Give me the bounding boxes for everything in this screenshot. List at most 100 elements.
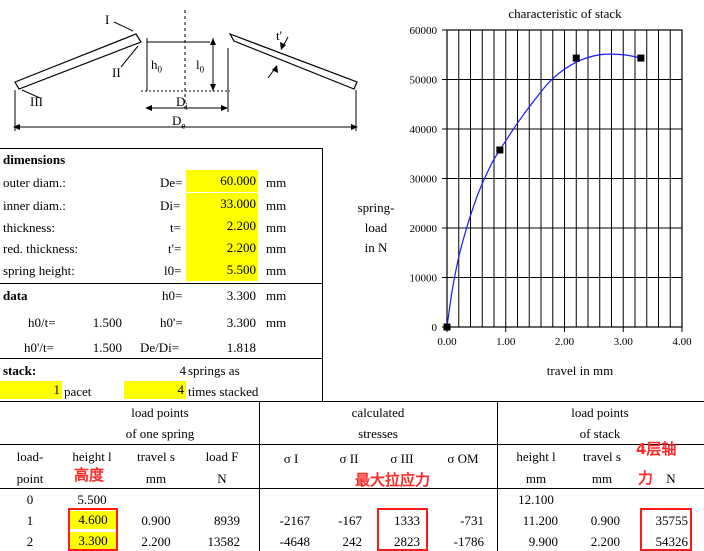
- row2-stack-travel: 2.200: [590, 534, 620, 549]
- row1-sIII: 1333: [394, 513, 420, 528]
- divider-data: [0, 283, 322, 284]
- row1-point: 1: [26, 513, 34, 528]
- annotation-stress-cn: 最大拉应力: [355, 471, 431, 489]
- row1-load: 8939: [214, 513, 240, 528]
- stack-stacked-input[interactable]: 4: [124, 381, 186, 399]
- dim-value-inner[interactable]: 33.000: [186, 193, 258, 215]
- x-tick-label: 0.00: [437, 336, 457, 348]
- label-Di: Di: [176, 94, 188, 112]
- group3-title-1: load points: [571, 405, 629, 420]
- row2-stack-load: 54326: [655, 534, 689, 549]
- stack-stacked-text: times stacked: [188, 384, 259, 399]
- label-III: III: [30, 94, 43, 109]
- y-tick-label: 60000: [410, 25, 438, 37]
- row1-height[interactable]: 4.600: [70, 511, 116, 529]
- dim-sym-outer: De=: [160, 175, 183, 190]
- group1-title-1: load points: [131, 405, 189, 420]
- dim-sym-spring-height: l0=: [164, 263, 182, 278]
- table-vline-1: [259, 401, 260, 551]
- data-h0t-value: 1.500: [92, 315, 122, 330]
- dim-unit-thickness: mm: [266, 220, 287, 235]
- data-h0-value: 3.300: [226, 288, 256, 303]
- row2-sIII: 2823: [394, 534, 420, 549]
- stack-title: stack:: [3, 363, 37, 378]
- hdr-load-point-2: point: [16, 471, 44, 486]
- data-DeDi-label: De/Di=: [140, 340, 180, 355]
- dim-sym-red-thickness: t'=: [168, 241, 182, 256]
- stack-pacet-input[interactable]: 1: [0, 381, 62, 399]
- hdr-height: height l: [72, 449, 112, 464]
- row1-stack-load: 35755: [655, 513, 689, 528]
- x-tick-label: 3.00: [614, 336, 634, 348]
- x-tick-label: 4.00: [672, 336, 692, 348]
- y-tick-label: 0: [432, 322, 438, 334]
- data-h0-unit: mm: [266, 288, 287, 303]
- hdr-sigma-OM: σ OM: [447, 451, 479, 466]
- x-tick-label: 1.00: [496, 336, 516, 348]
- chart-ylabel-3: in N: [364, 240, 388, 255]
- hdr-sigma-I: σ I: [283, 451, 299, 466]
- hdr-stack-height: height l: [516, 449, 556, 464]
- label-De: De: [172, 113, 186, 131]
- spring-diagram: [13, 10, 358, 131]
- hdr-sigma-II: σ II: [339, 451, 359, 466]
- chart-xlabel: travel in mm: [546, 363, 614, 378]
- dim-value-thickness[interactable]: 2.200: [186, 215, 258, 237]
- data-h0p-value: 3.300: [226, 315, 256, 330]
- highlight-stack-load: [640, 508, 692, 551]
- row1-stack-travel: 0.900: [590, 513, 620, 528]
- row2-sII: 242: [342, 534, 363, 549]
- dim-unit-outer: mm: [266, 175, 287, 190]
- dim-value-red-thickness[interactable]: 2.200: [186, 237, 258, 259]
- dim-unit-red-thickness: mm: [266, 241, 287, 256]
- hdr-load-point-1: load-: [16, 449, 44, 464]
- y-tick-label: 10000: [410, 273, 438, 285]
- dim-value-spring-height[interactable]: 5.500: [186, 259, 258, 281]
- data-point: [572, 54, 580, 62]
- row1-sII: -167: [338, 513, 362, 528]
- row2-stack-height: 9.900: [528, 534, 558, 549]
- y-tick-label: 30000: [410, 174, 438, 186]
- table-header-border: [0, 444, 704, 445]
- annotation-height-cn: 高度: [74, 466, 105, 484]
- label-II: II: [112, 65, 121, 80]
- hdr-travel: travel s: [137, 449, 175, 464]
- dim-value-outer[interactable]: 60.000: [186, 170, 258, 192]
- annotation-axial-cn-1: 4层轴: [636, 440, 677, 458]
- label-l0: l0: [196, 57, 205, 75]
- data-h0t-label: h0/t=: [28, 315, 56, 330]
- highlight-sigma-III: [377, 508, 428, 551]
- row2-point: 2: [26, 534, 34, 549]
- dimensions-box: [0, 148, 323, 402]
- hdr-sigma-III: σ III: [390, 451, 414, 466]
- row2-height[interactable]: 3.300: [70, 532, 116, 550]
- dimensions-title: dimensions: [3, 152, 66, 167]
- x-tick-label: 2.00: [555, 336, 575, 348]
- chart-ylabel-1: spring-: [357, 200, 395, 215]
- group1-title-2: of one spring: [125, 426, 195, 441]
- group2-title-1: calculated: [351, 405, 405, 420]
- data-h0pt-label: h0'/t=: [24, 340, 54, 355]
- series-curve: [446, 53, 641, 328]
- label-I: I: [105, 12, 110, 27]
- row1-sOM: -731: [460, 513, 484, 528]
- data-point: [443, 323, 451, 331]
- row1-stack-height: 11.200: [522, 513, 558, 528]
- row0-height: 5.500: [77, 492, 107, 507]
- dim-label-spring-height: spring height:: [3, 263, 75, 278]
- group3-title-2: of stack: [579, 426, 621, 441]
- table-subheader-border: [0, 488, 704, 489]
- data-point: [496, 146, 504, 154]
- row0-stack-height: 12.100: [518, 492, 554, 507]
- y-tick-label: 40000: [410, 124, 438, 136]
- row2-sI: -4648: [279, 534, 310, 549]
- hdr-load: load F: [205, 449, 239, 464]
- label-t-prime: t': [276, 28, 282, 43]
- group2-title-2: stresses: [358, 426, 398, 441]
- row1-sI: -2167: [279, 513, 310, 528]
- annotation-axial-cn-2: 力: [638, 469, 654, 487]
- dim-label-thickness: thickness:: [3, 220, 55, 235]
- plot-frame: [446, 29, 683, 328]
- hdr-travel-unit: mm: [145, 471, 167, 486]
- hdr-stack-travel: travel s: [583, 449, 621, 464]
